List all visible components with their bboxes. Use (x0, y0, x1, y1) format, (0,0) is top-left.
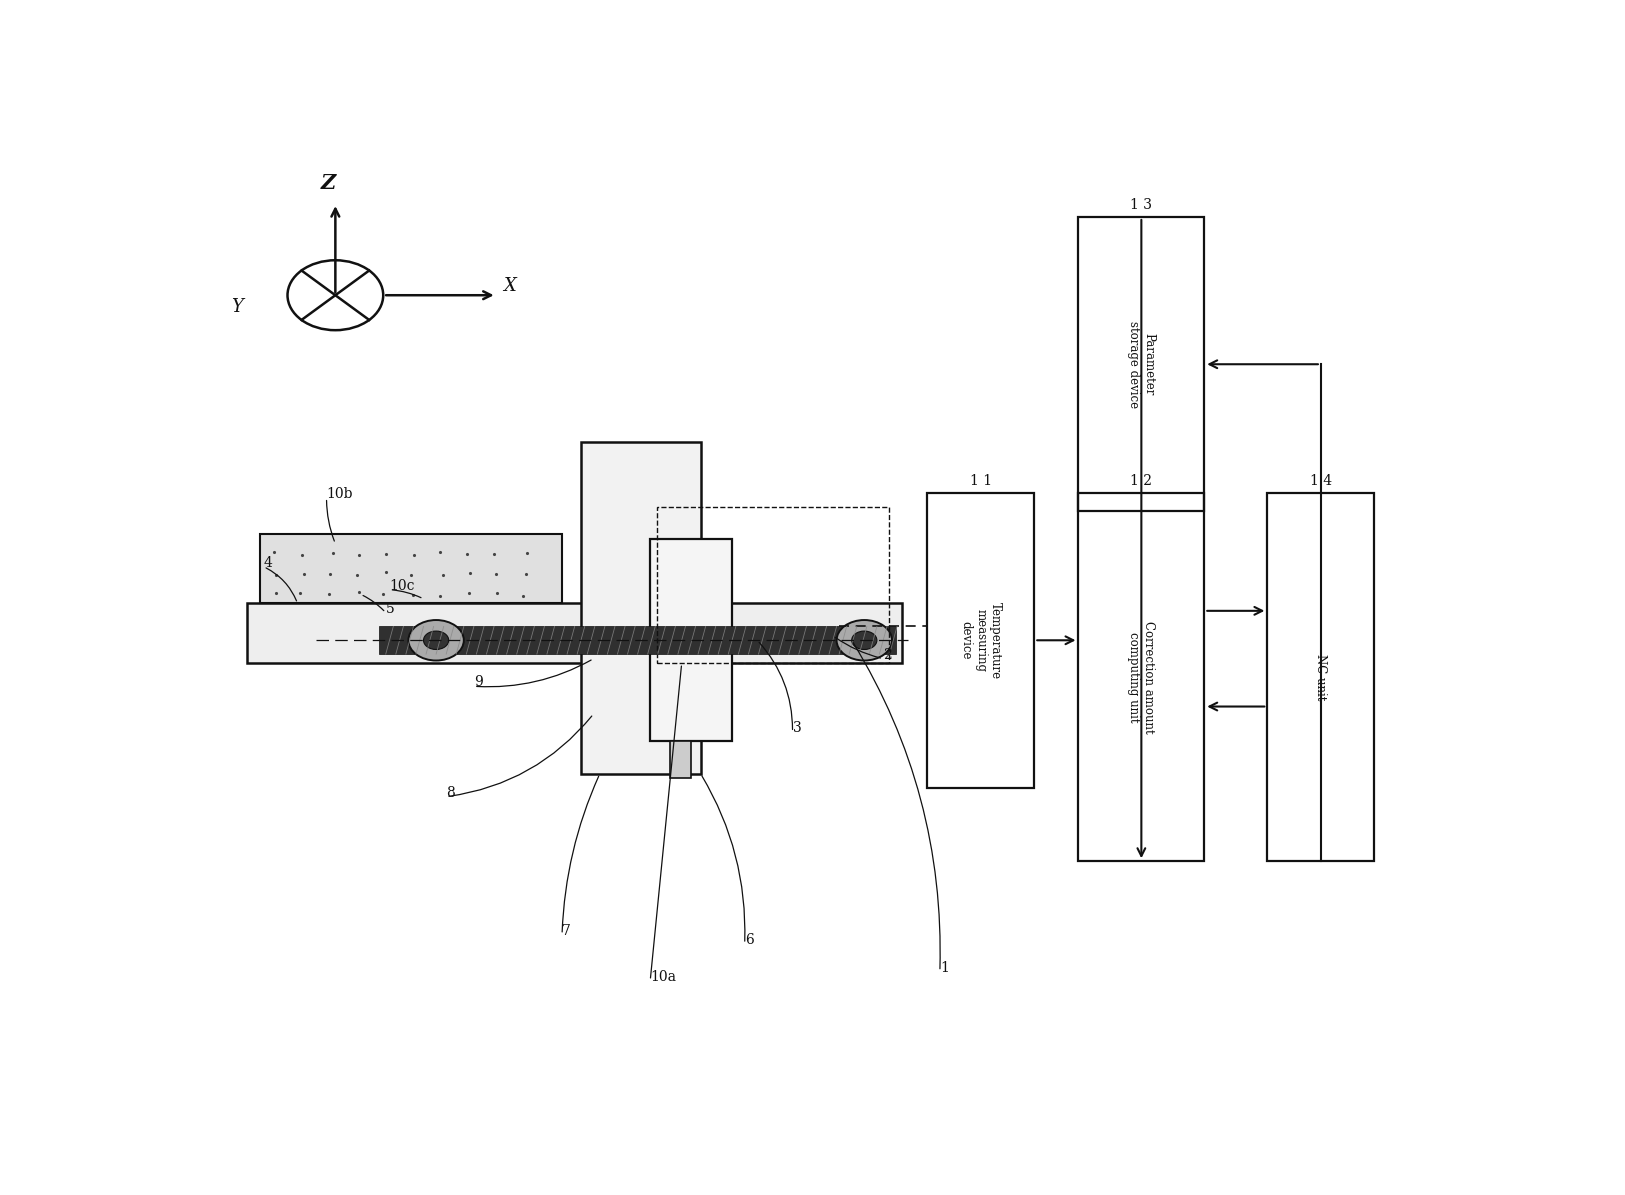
Text: 10c: 10c (390, 578, 414, 593)
Bar (260, 534, 562, 603)
Bar (928, 494, 1035, 788)
Bar (671, 741, 691, 778)
Bar (1268, 494, 1375, 862)
Text: Y: Y (231, 298, 242, 315)
Circle shape (424, 631, 448, 650)
Text: 1 1: 1 1 (970, 474, 991, 489)
Text: 2: 2 (884, 648, 892, 662)
Bar (380, 626, 895, 654)
Text: Correction amount
computing unit: Correction amount computing unit (1128, 620, 1155, 734)
Text: Temperature
measuring
device: Temperature measuring device (959, 602, 1003, 679)
Bar (1079, 494, 1204, 862)
Circle shape (837, 620, 892, 661)
Text: Z: Z (320, 173, 335, 194)
Bar (1079, 217, 1204, 511)
Circle shape (852, 631, 878, 650)
Text: 1 4: 1 4 (1310, 474, 1332, 489)
Text: 8: 8 (447, 785, 455, 799)
Bar (650, 539, 731, 741)
Bar (247, 603, 902, 663)
Text: NC unit: NC unit (1315, 654, 1328, 700)
Text: 10b: 10b (327, 486, 353, 501)
Text: 3: 3 (793, 722, 801, 735)
Text: 4: 4 (263, 556, 273, 570)
Text: 5: 5 (385, 601, 395, 615)
Text: 10a: 10a (650, 969, 676, 983)
Bar (582, 442, 700, 773)
Text: 6: 6 (744, 933, 754, 946)
Text: 7: 7 (562, 924, 570, 938)
Text: 9: 9 (474, 675, 483, 690)
Bar (656, 507, 889, 663)
Text: 1 3: 1 3 (1131, 198, 1152, 213)
Text: Parameter
storage device: Parameter storage device (1128, 320, 1155, 407)
Text: 1 2: 1 2 (1131, 474, 1152, 489)
Text: X: X (502, 276, 515, 295)
Text: 1: 1 (939, 961, 949, 975)
Circle shape (408, 620, 463, 661)
